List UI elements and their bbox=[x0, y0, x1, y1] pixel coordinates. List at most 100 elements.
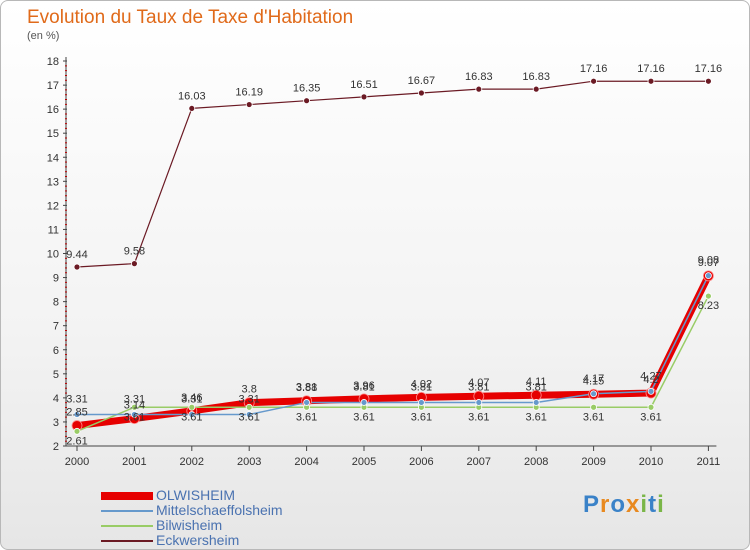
data-label: 3.61 bbox=[525, 411, 546, 423]
legend-label: Mittelschaeffolsheim bbox=[156, 502, 283, 518]
data-point bbox=[590, 77, 597, 85]
data-label: 4.17 bbox=[583, 373, 604, 385]
data-label: 4.15 bbox=[583, 375, 604, 387]
data-label: 3.96 bbox=[353, 380, 374, 392]
legend-swatch bbox=[101, 510, 153, 512]
data-label: 3.61 bbox=[353, 411, 374, 423]
data-point bbox=[705, 272, 712, 280]
data-point bbox=[245, 403, 253, 411]
legend-swatch bbox=[101, 525, 153, 527]
legend-label: Bilwisheim bbox=[156, 517, 223, 533]
data-label: 3.31 bbox=[238, 393, 259, 405]
series-line-eckwersheim bbox=[76, 80, 709, 268]
data-point bbox=[417, 399, 425, 406]
data-point bbox=[245, 411, 253, 418]
legend-item-eckwersheim: Eckwersheim bbox=[101, 533, 361, 548]
x-tick-label: 2005 bbox=[352, 456, 376, 468]
data-label: 9.08 bbox=[698, 255, 719, 267]
data-point bbox=[130, 260, 138, 268]
data-label: 4.27 bbox=[640, 370, 661, 382]
data-label: 8.23 bbox=[698, 300, 719, 312]
data-label: 4.2 bbox=[643, 374, 658, 386]
data-label: 9.44 bbox=[66, 249, 87, 261]
data-label: 3.88 bbox=[296, 382, 317, 394]
data-label: 3.61 bbox=[238, 411, 259, 423]
x-tick-label: 2007 bbox=[467, 456, 491, 468]
data-point bbox=[73, 411, 81, 418]
y-tick-label: 4 bbox=[53, 393, 59, 405]
x-tick-label: 2006 bbox=[409, 456, 433, 468]
data-label: 3.14 bbox=[124, 400, 145, 412]
series-line-bilwisheim bbox=[76, 295, 710, 433]
data-label: 16.83 bbox=[465, 71, 493, 83]
data-label: 3.61 bbox=[640, 411, 661, 423]
data-label: 17.16 bbox=[695, 63, 723, 75]
y-tick-label: 3 bbox=[53, 417, 59, 429]
data-label: 3.46 bbox=[181, 392, 202, 404]
legend-swatch bbox=[101, 492, 153, 500]
legend-item-olwisheim: OLWISHEIM bbox=[101, 488, 361, 503]
data-point bbox=[417, 89, 425, 97]
logo-letter: P bbox=[583, 491, 601, 518]
data-label: 3.61 bbox=[583, 411, 604, 423]
y-tick-label: 5 bbox=[53, 369, 59, 381]
data-point bbox=[647, 77, 655, 85]
data-point bbox=[245, 101, 253, 108]
data-label: 3.61 bbox=[468, 411, 489, 423]
y-tick-label: 2 bbox=[53, 441, 59, 453]
data-point bbox=[475, 85, 483, 93]
data-label: 16.67 bbox=[408, 75, 436, 87]
x-tick-label: 2008 bbox=[524, 456, 548, 468]
data-label: 17.16 bbox=[580, 63, 608, 75]
logo-letter: r bbox=[600, 491, 611, 518]
data-label: 17.16 bbox=[637, 63, 665, 75]
data-label: 3.81 bbox=[525, 381, 546, 393]
series-line-mittelschaeffolsheim bbox=[77, 275, 710, 416]
data-label: 3.61 bbox=[296, 411, 317, 423]
data-label: 3.31 bbox=[181, 393, 202, 405]
y-tick-label: 16 bbox=[47, 104, 59, 116]
x-tick-label: 2009 bbox=[581, 456, 605, 468]
y-tick-label: 11 bbox=[48, 224, 59, 236]
data-point bbox=[360, 93, 368, 101]
proxiti-logo: Proxiti bbox=[583, 491, 665, 519]
data-point bbox=[73, 427, 81, 435]
unit-label: (en %) bbox=[27, 30, 60, 42]
y-tick-label: 15 bbox=[47, 128, 59, 140]
data-label: 3.61 bbox=[124, 411, 145, 423]
legend-label: Eckwersheim bbox=[156, 532, 240, 548]
y-tick-label: 14 bbox=[47, 152, 59, 164]
x-tick-label: 2010 bbox=[639, 456, 663, 468]
logo-letter: i bbox=[640, 491, 649, 518]
data-point bbox=[705, 292, 712, 300]
data-point bbox=[647, 387, 655, 395]
data-label: 16.51 bbox=[350, 79, 378, 91]
data-label: 16.83 bbox=[522, 71, 550, 83]
chart-title: Evolution du Taux de Taxe d'Habitation bbox=[27, 7, 354, 28]
data-label: 3.81 bbox=[411, 381, 432, 393]
data-point bbox=[73, 263, 81, 271]
data-point bbox=[360, 399, 368, 406]
data-label: 4.11 bbox=[526, 376, 547, 388]
y-tick-label: 17 bbox=[47, 80, 59, 92]
data-point bbox=[188, 403, 196, 411]
y-tick-label: 10 bbox=[47, 249, 59, 261]
x-tick-label: 2003 bbox=[237, 456, 261, 468]
data-label: 2.85 bbox=[66, 407, 87, 419]
data-point bbox=[647, 403, 655, 411]
data-point bbox=[130, 403, 138, 411]
data-point bbox=[532, 85, 540, 93]
logo-letter: o bbox=[610, 491, 627, 518]
y-tick-label: 13 bbox=[47, 176, 59, 188]
data-point bbox=[705, 77, 712, 85]
data-label: 4.02 bbox=[411, 378, 432, 390]
legend: OLWISHEIM Mittelschaeffolsheim Bilwisheim E… bbox=[101, 488, 361, 548]
data-label: 3.8 bbox=[242, 384, 257, 396]
data-point bbox=[303, 97, 311, 105]
data-label: 3.81 bbox=[468, 381, 489, 393]
x-tick-label: 2004 bbox=[294, 456, 318, 468]
data-point bbox=[188, 105, 196, 112]
logo-letter: x bbox=[626, 491, 641, 518]
data-point bbox=[590, 403, 597, 411]
